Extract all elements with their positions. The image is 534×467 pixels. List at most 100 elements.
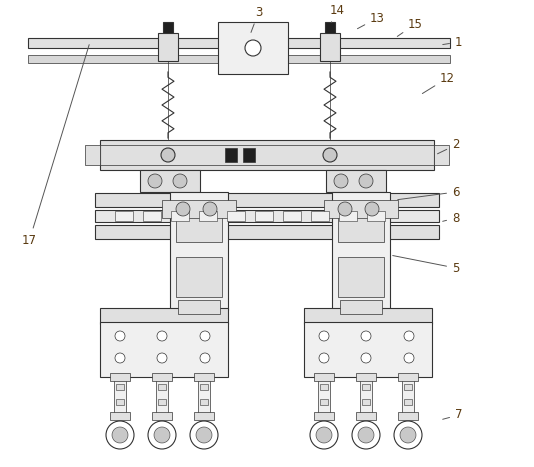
- Bar: [338, 257, 384, 297]
- Bar: [311, 211, 329, 221]
- Text: 8: 8: [443, 212, 459, 225]
- Text: 15: 15: [397, 17, 423, 36]
- Bar: [158, 399, 166, 405]
- Circle shape: [359, 174, 373, 188]
- Circle shape: [157, 353, 167, 363]
- Bar: [324, 200, 398, 218]
- Bar: [158, 33, 178, 61]
- Bar: [176, 257, 222, 297]
- Bar: [325, 22, 335, 34]
- Bar: [200, 384, 208, 390]
- Bar: [176, 207, 222, 242]
- Bar: [404, 384, 412, 390]
- Bar: [320, 384, 328, 390]
- Bar: [170, 192, 228, 310]
- Bar: [320, 399, 328, 405]
- Bar: [434, 145, 449, 165]
- Circle shape: [404, 331, 414, 341]
- Text: 2: 2: [437, 139, 459, 154]
- Bar: [116, 384, 124, 390]
- Bar: [404, 399, 412, 405]
- Bar: [225, 148, 237, 162]
- Circle shape: [115, 353, 125, 363]
- Text: 12: 12: [422, 71, 455, 93]
- Bar: [85, 145, 100, 165]
- Text: 5: 5: [392, 255, 459, 275]
- Bar: [326, 170, 386, 192]
- Circle shape: [400, 427, 416, 443]
- Bar: [152, 373, 172, 381]
- Circle shape: [190, 421, 218, 449]
- Circle shape: [352, 421, 380, 449]
- Bar: [95, 210, 439, 222]
- Bar: [115, 211, 133, 221]
- Bar: [356, 412, 376, 420]
- Bar: [162, 200, 236, 218]
- Bar: [362, 399, 370, 405]
- Circle shape: [115, 331, 125, 341]
- Bar: [218, 22, 288, 74]
- Circle shape: [358, 427, 374, 443]
- Bar: [194, 412, 214, 420]
- Bar: [28, 38, 450, 48]
- Bar: [110, 412, 130, 420]
- Circle shape: [338, 202, 352, 216]
- Bar: [356, 373, 376, 381]
- Circle shape: [154, 427, 170, 443]
- Text: 14: 14: [330, 3, 345, 22]
- Bar: [110, 373, 130, 381]
- Bar: [100, 322, 228, 377]
- Circle shape: [106, 421, 134, 449]
- Bar: [338, 207, 384, 242]
- Text: 6: 6: [398, 185, 459, 199]
- Text: 1: 1: [443, 35, 462, 49]
- Bar: [362, 384, 370, 390]
- Bar: [163, 22, 173, 34]
- Circle shape: [200, 331, 210, 341]
- Bar: [304, 308, 432, 324]
- Bar: [314, 373, 334, 381]
- Bar: [332, 192, 390, 310]
- Bar: [114, 376, 126, 415]
- Bar: [171, 211, 189, 221]
- Bar: [314, 412, 334, 420]
- Bar: [402, 376, 414, 415]
- Bar: [243, 148, 255, 162]
- Circle shape: [112, 427, 128, 443]
- Bar: [140, 170, 200, 192]
- Bar: [398, 412, 418, 420]
- Bar: [178, 300, 220, 314]
- Bar: [95, 193, 439, 207]
- Bar: [158, 384, 166, 390]
- Circle shape: [196, 427, 212, 443]
- Bar: [318, 376, 330, 415]
- Circle shape: [157, 331, 167, 341]
- Bar: [398, 373, 418, 381]
- Bar: [367, 211, 385, 221]
- Circle shape: [203, 202, 217, 216]
- Circle shape: [316, 427, 332, 443]
- Bar: [100, 140, 434, 170]
- Text: 7: 7: [443, 409, 462, 422]
- Circle shape: [334, 174, 348, 188]
- Circle shape: [245, 40, 261, 56]
- Circle shape: [319, 331, 329, 341]
- Circle shape: [148, 174, 162, 188]
- Bar: [156, 376, 168, 415]
- Text: 3: 3: [251, 6, 262, 32]
- Circle shape: [365, 202, 379, 216]
- Circle shape: [173, 174, 187, 188]
- Text: 17: 17: [22, 45, 89, 247]
- Circle shape: [161, 148, 175, 162]
- Circle shape: [361, 353, 371, 363]
- Circle shape: [394, 421, 422, 449]
- Bar: [198, 376, 210, 415]
- Bar: [116, 399, 124, 405]
- Circle shape: [148, 421, 176, 449]
- Bar: [304, 322, 432, 377]
- Circle shape: [404, 353, 414, 363]
- Bar: [283, 211, 301, 221]
- Circle shape: [361, 331, 371, 341]
- Circle shape: [200, 353, 210, 363]
- Bar: [100, 308, 228, 324]
